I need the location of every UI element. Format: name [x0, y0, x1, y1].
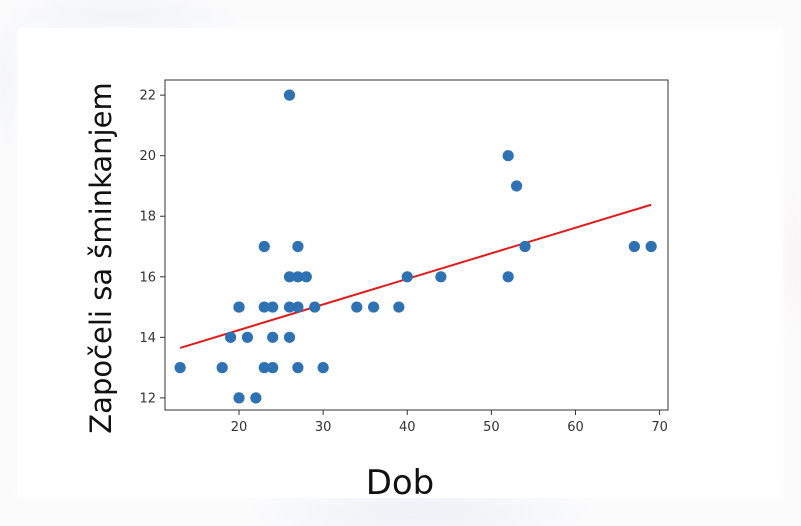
x-axis-label: Dob — [365, 463, 435, 503]
y-tick-label: 14 — [139, 331, 156, 346]
y-tick-label: 12 — [139, 391, 156, 406]
x-tick-label: 40 — [399, 420, 416, 435]
x-tick-label: 60 — [567, 420, 584, 435]
x-tick-label: 20 — [231, 420, 248, 435]
data-point — [292, 362, 304, 374]
y-tick-label: 20 — [139, 149, 156, 164]
data-point — [645, 240, 657, 253]
data-point — [250, 392, 262, 404]
data-point — [502, 271, 514, 283]
chart-panel — [18, 28, 783, 498]
data-point — [393, 301, 405, 313]
data-point — [292, 271, 304, 283]
data-point — [292, 301, 304, 313]
data-point — [628, 240, 640, 253]
y-tick-label: 22 — [139, 89, 156, 104]
plot-frame — [164, 79, 669, 411]
data-point — [283, 301, 296, 313]
data-point — [510, 180, 523, 192]
data-point — [368, 301, 380, 313]
data-point — [502, 150, 514, 162]
data-point — [300, 271, 312, 283]
data-point — [225, 331, 237, 343]
data-point — [258, 240, 270, 253]
data-point — [258, 362, 270, 374]
data-point — [401, 271, 413, 283]
data-point — [283, 331, 296, 343]
y-tick-label: 16 — [139, 270, 156, 285]
data-point — [283, 89, 296, 101]
trend-line — [179, 203, 652, 349]
x-tick-label: 50 — [483, 420, 500, 435]
data-point — [519, 240, 531, 253]
data-point — [258, 301, 270, 313]
data-point — [292, 240, 304, 253]
x-tick-label: 30 — [315, 420, 332, 435]
data-point — [233, 392, 245, 404]
data-point — [267, 362, 279, 374]
data-point — [435, 271, 447, 283]
data-point — [351, 301, 363, 313]
data-point — [283, 271, 296, 283]
data-point — [267, 301, 279, 313]
data-point — [317, 362, 329, 374]
y-axis-label: Započeli sa šminkanjem — [84, 82, 118, 434]
y-tick-label: 18 — [139, 210, 156, 225]
data-point — [309, 301, 321, 313]
data-point — [174, 362, 186, 374]
x-tick-label: 70 — [651, 420, 668, 435]
data-point — [267, 331, 279, 343]
data-point — [241, 331, 254, 343]
data-point — [233, 301, 245, 313]
data-point — [216, 362, 228, 374]
